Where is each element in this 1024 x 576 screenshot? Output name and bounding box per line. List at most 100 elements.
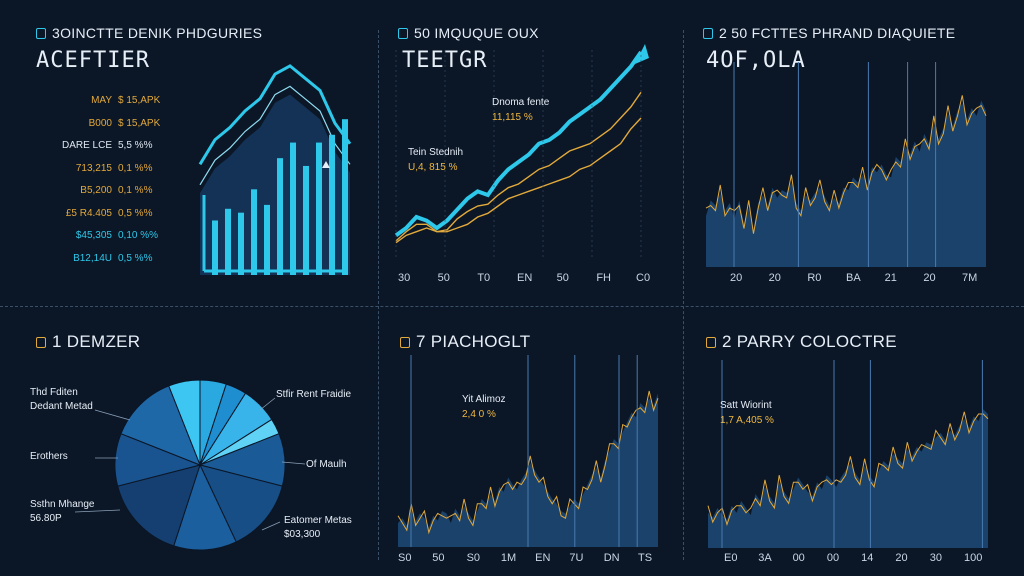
x-tick-label: 20 [730,272,743,284]
arrow-icon [322,161,330,168]
x-tick-label: C0 [636,272,651,284]
annotation: Satt Wiorint 1,7 A,405 % [720,398,774,428]
list-label: 713,215 [75,162,112,174]
list-value: 0,5 %% [118,207,153,219]
annotation-label: Yit Alimoz [462,394,506,405]
area-fill [200,94,350,275]
pie-label: Stfir Rent Fraidie [276,389,352,400]
x-tick-label: 100 [964,552,983,564]
panel-title-text: 7 PIACHOGLT [416,332,531,351]
leader-line [259,397,276,411]
divider [683,30,684,560]
bar [277,158,283,275]
pie-label: Thd Fditen Dedant Metad [30,387,93,412]
annotation-value: 11,115 % [492,112,533,123]
x-tick-label: EN [535,552,551,564]
x-tick-label: 20 [895,552,908,564]
list-value: $ 15,APK [118,117,161,129]
panel-title: 3OINCTTE DENIK PHDGURIES [36,25,262,41]
list-value: 0,1 %% [118,185,153,196]
leader-line [94,409,131,421]
annotation-label: Tein Stednih [408,147,464,158]
list-value: 0,10 %% [118,230,159,241]
panel-title: 50 IMQUQUE OUX [398,25,539,41]
panel-title-text: 50 IMQUQUE OUX [414,25,539,41]
x-tick-label: 7M [962,272,978,284]
area-chart [707,360,989,548]
list-label: $45,305 [75,230,112,241]
bar [290,142,296,275]
line-chart [394,44,649,260]
panel-subtitle: 4OF,OLA [706,48,806,73]
annotation-label: Dnoma fente [492,97,550,108]
series-line [395,117,642,244]
x-tick-label: 50 [437,272,450,284]
leader-line [261,521,281,531]
panel-title-text: 2 50 FCTTES PHRAND DIAQUIETE [719,25,956,41]
list-label: DARE LCE [61,140,112,151]
list-label: B5,200 [80,185,112,196]
pie-slice [173,463,237,551]
annotation: Yit Alimoz 2,4 0 % [462,392,506,422]
area-chart [705,62,987,267]
document-icon [398,28,408,39]
bar [316,142,322,275]
area-chart [397,355,659,547]
x-tick-label: 50 [556,272,569,284]
x-tick-label: T0 [477,272,491,284]
list-value: 5,5 %% [118,140,153,151]
x-tick-label: 50 [432,552,445,564]
x-tick-label: 30 [398,272,411,284]
annotation: Tein Stednih U,4, 815 % [408,145,463,175]
pie-label: Erothers [30,451,68,462]
annotation-value: 2,4 0 % [462,409,496,420]
panel-title: 2 50 FCTTES PHRAND DIAQUIETE [703,25,955,41]
panel-title: 7 PIACHOGLT [400,332,530,352]
list-label: £5 R4.405 [65,207,112,219]
circle-icon [36,337,46,348]
list-value: 0,1 %% [118,162,153,174]
x-tick-label: E0 [724,552,738,564]
area-fill [706,100,986,267]
x-tick-label: 3A [758,552,772,564]
bar [251,189,257,275]
series-line [394,50,643,237]
annotation-value: 1,7 A,405 % [720,415,774,426]
panel-title-text: 1 DEMZER [52,332,141,351]
x-tick-label: 7U [569,552,584,564]
x-tick-label: EN [517,272,533,284]
x-tick-label: TS [638,552,653,564]
x-tick-label: 30 [929,552,942,564]
series-line [707,411,989,527]
x-tick-label: S0 [466,552,481,564]
pie-label: Eatomer Metas $03,300 [284,515,352,540]
pie-label: Ssthn Mhange 56.80P [30,499,95,524]
x-tick-label: 00 [826,552,840,564]
x-tick-label: R0 [807,272,822,284]
leader-line [281,461,306,465]
pie-slice [199,464,283,543]
x-tick-label: 21 [884,272,897,284]
bar [329,134,335,275]
series-line [198,64,352,166]
annotation: Dnoma fente 11,115 % [492,95,549,125]
arrow-head-icon [635,44,649,64]
bar [342,119,348,275]
bar [212,220,218,275]
x-tick-label: 20 [768,272,781,284]
panel-title: 2 PARRY COLOCTRE [706,332,897,352]
x-tick-label: FH [596,272,611,284]
bar-chart [198,64,352,275]
panel-title-text: 3OINCTTE DENIK PHDGURIES [52,25,263,41]
x-tick-label: 20 [923,272,936,284]
document-icon [36,28,46,39]
area-fill [708,409,988,548]
panel-title-text: 2 PARRY COLOCTRE [722,332,897,351]
pie-label: Of Maulh [306,459,347,470]
panel-subtitle: ACEFTIER [36,48,150,73]
bar [238,212,244,275]
pie-slice [117,464,201,547]
panel-title: 1 DEMZER [36,332,140,352]
circle-icon [400,337,410,348]
